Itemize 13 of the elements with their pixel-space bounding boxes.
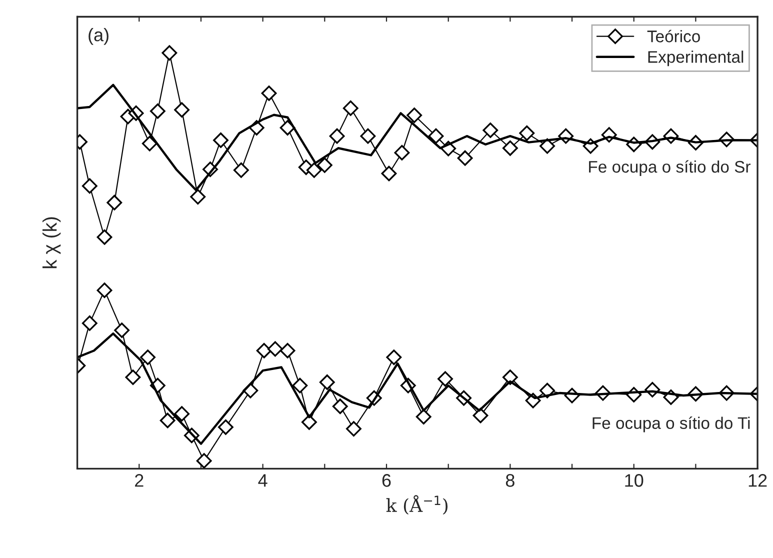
text: (a) xyxy=(88,28,108,45)
x-tick-label: 10 xyxy=(625,474,644,487)
x-tick-label: 2 xyxy=(135,474,144,487)
x-tick-label: 6 xyxy=(382,474,391,487)
annotation: Fe ocupa o sítio do Ti xyxy=(592,416,750,432)
annotation: Fe ocupa o sítio do Sr xyxy=(589,160,750,176)
legend-label: Teórico xyxy=(647,30,700,42)
x-tick-label: 8 xyxy=(506,474,514,487)
x-tick-label: 4 xyxy=(258,474,268,487)
legend-label: Experimental xyxy=(648,50,744,66)
x-tick-label: 12 xyxy=(748,474,767,487)
y-axis-title: k χ (k) xyxy=(42,217,61,268)
x-axis-title: k (Å$^{−1}$) xyxy=(386,495,448,515)
